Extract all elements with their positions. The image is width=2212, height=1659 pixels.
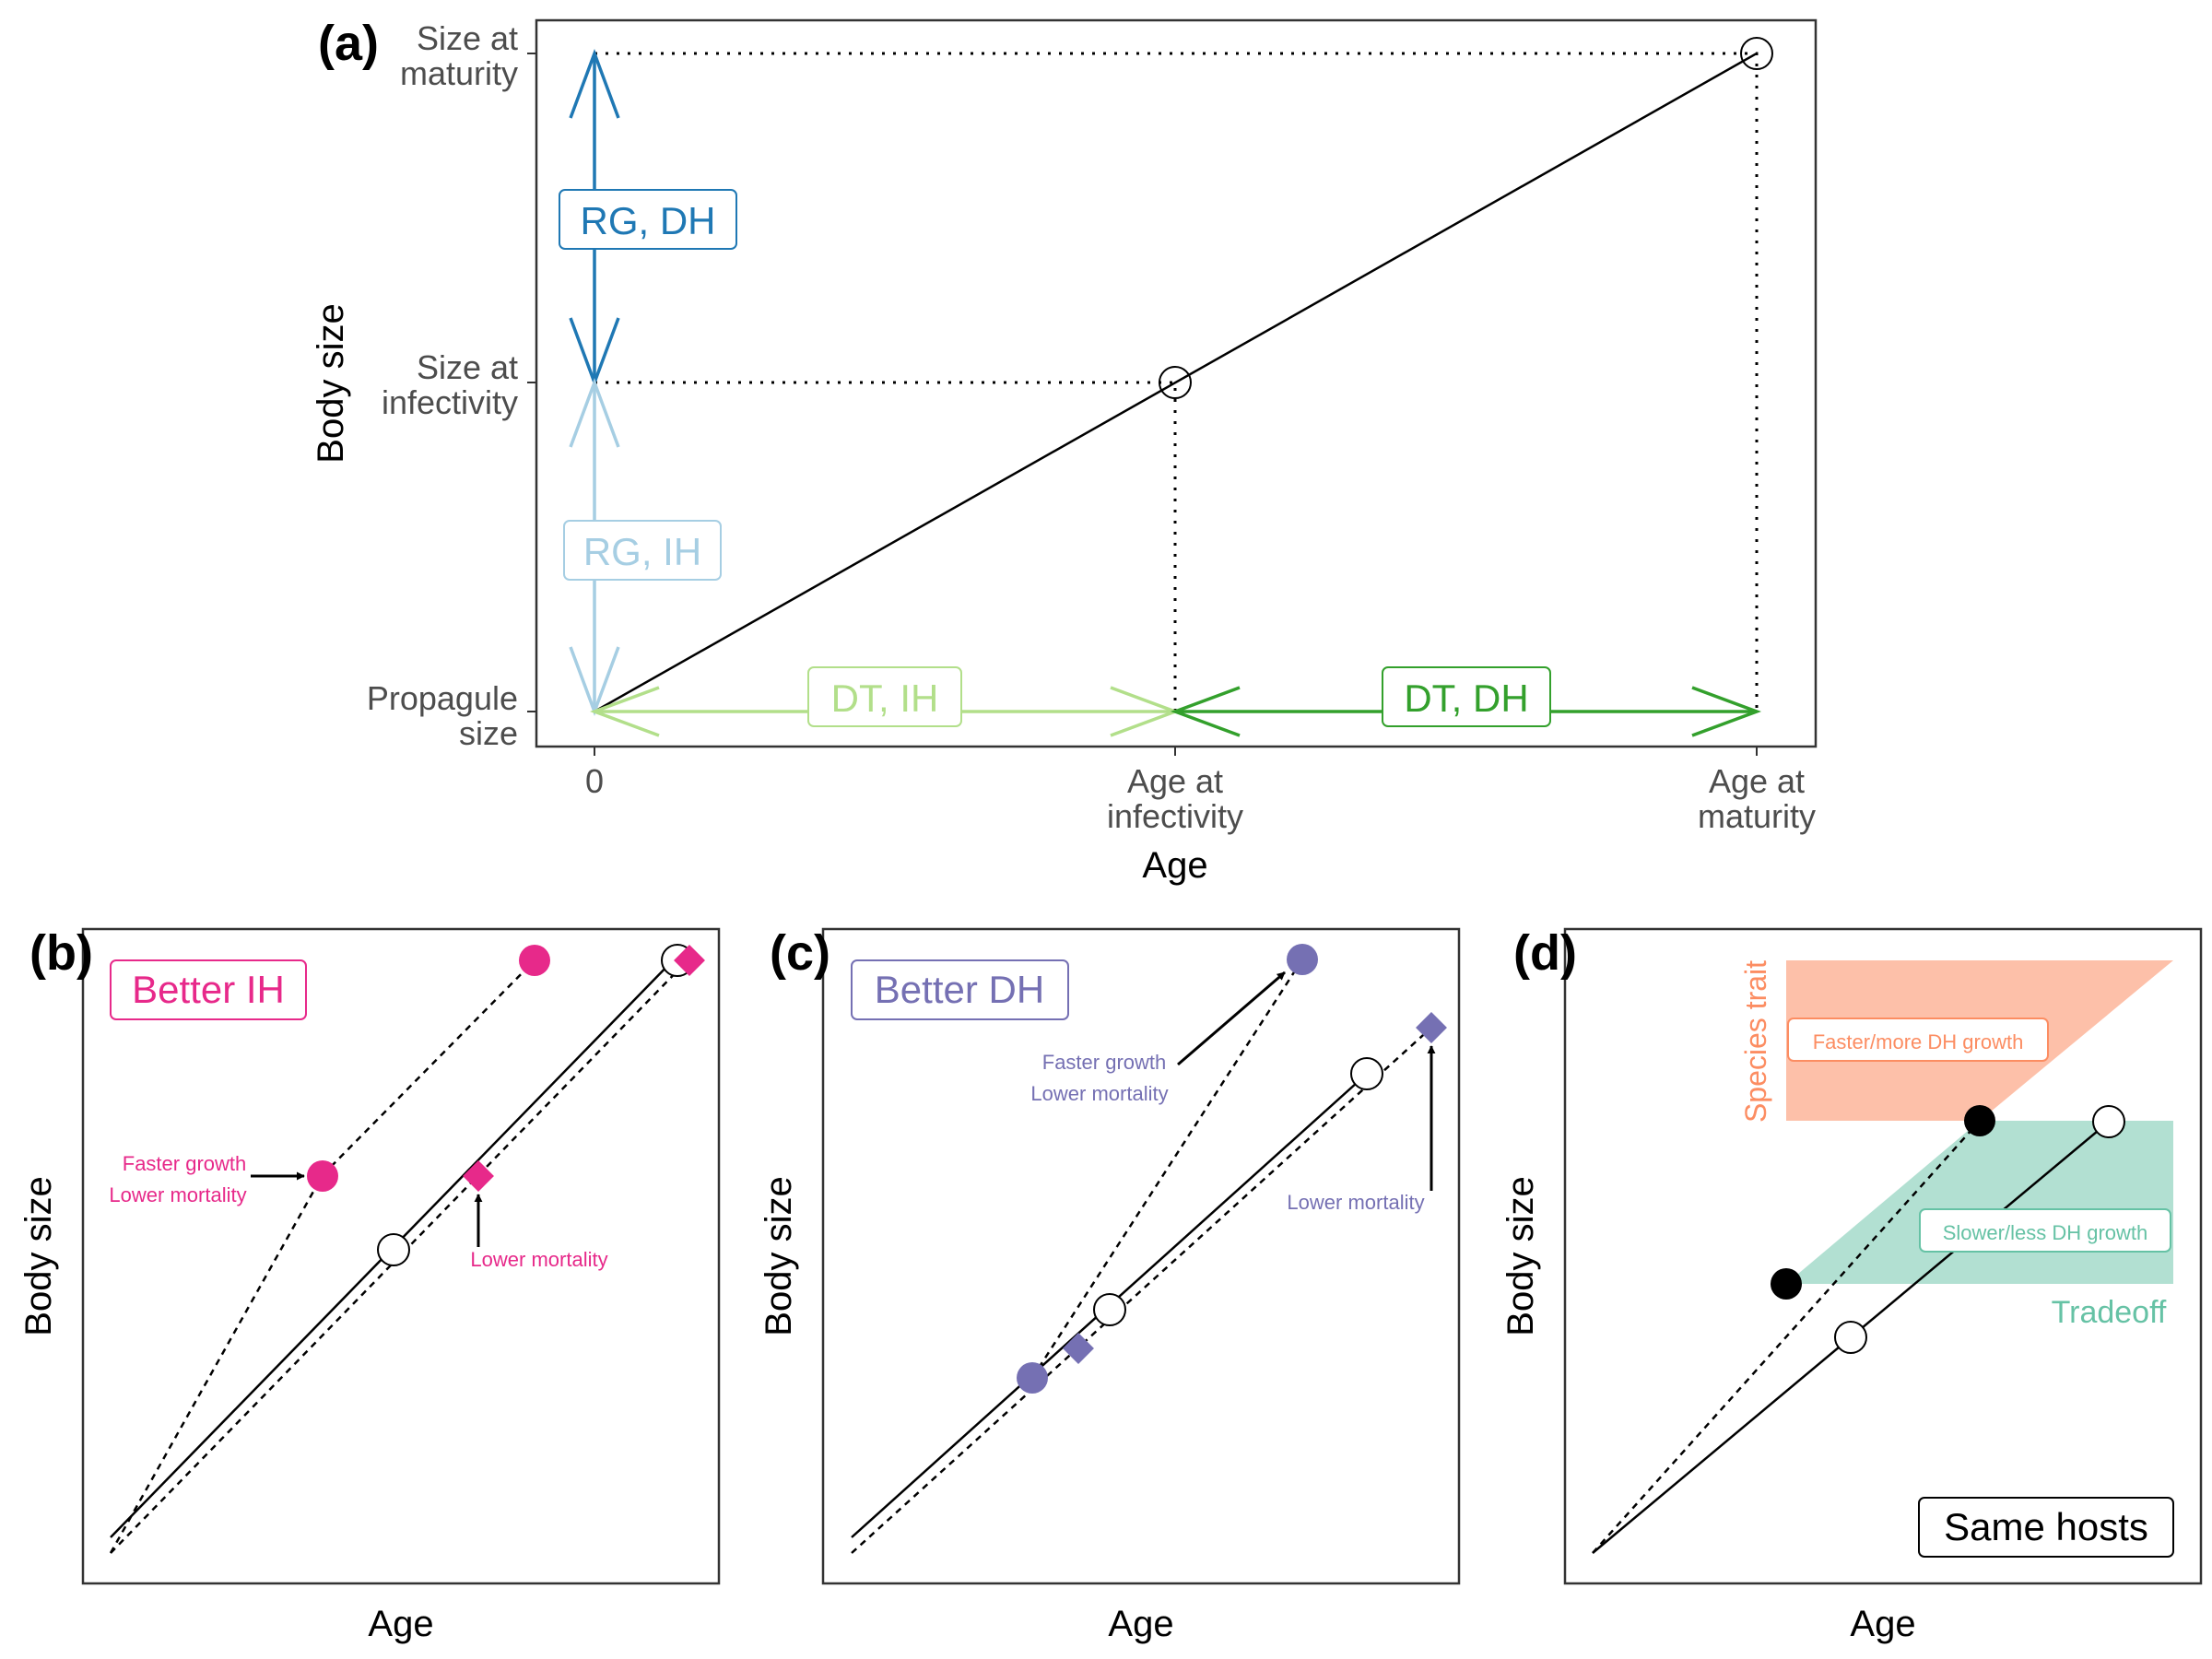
panel-c-frame xyxy=(821,927,1461,1585)
panel-d-y-title: Body size xyxy=(1500,1176,1541,1335)
panel-c-ann-mortality: Lower mortality xyxy=(1287,1191,1424,1214)
panel-c-faster-point-1 xyxy=(1017,1362,1048,1394)
dt-ih-box: DT, IH xyxy=(807,666,962,727)
x-tick-age-infectivity-1: Age at xyxy=(1127,762,1223,800)
panel-d: (d) Body size Age Species trait Faster/m… xyxy=(1500,925,2203,1644)
y-tick-propagule-2: size xyxy=(459,714,518,752)
faster-growth-label: Faster/more DH growth xyxy=(1813,1030,2024,1053)
x-tick-age-maturity-2: maturity xyxy=(1698,797,1816,835)
rg-ih-label: RG, IH xyxy=(583,530,701,573)
panel-b-label: (b) xyxy=(29,925,93,981)
y-tick-size-infectivity-2: infectivity xyxy=(382,383,518,421)
panel-b-mortality-point-1 xyxy=(463,1160,494,1192)
panel-c-open-point-1 xyxy=(1093,1293,1126,1326)
panel-c-title: Better DH xyxy=(875,968,1044,1011)
panel-a-label: (a) xyxy=(318,16,379,71)
panel-d-x-title: Age xyxy=(1850,1604,1915,1644)
panel-c-title-box: Better DH xyxy=(851,959,1069,1020)
y-tick-size-infectivity-1: Size at xyxy=(417,348,518,386)
panel-b-title-box: Better IH xyxy=(110,959,307,1020)
panel-b-faster-point-2 xyxy=(519,945,550,976)
panel-c-faster-point-2 xyxy=(1287,944,1318,975)
dt-dh-box: DT, DH xyxy=(1382,666,1551,727)
y-tick-size-maturity-2: maturity xyxy=(400,54,518,92)
panel-a: (a) Size at maturity Size at infectivity… xyxy=(311,16,1818,886)
panel-a-x-title: Age xyxy=(1142,845,1207,886)
panel-c-x-title: Age xyxy=(1108,1604,1173,1644)
panel-c-mortality-point-2 xyxy=(1416,1012,1447,1043)
panel-d-dashed xyxy=(1592,1120,1981,1554)
panel-b-mortality-point-2 xyxy=(674,945,705,976)
panel-c: (c) Body size Age Better DH Faster growt… xyxy=(759,925,1461,1644)
panel-b-ann-mortality: Lower mortality xyxy=(470,1248,607,1271)
y-tick-size-maturity-1: Size at xyxy=(417,19,518,57)
x-tick-zero: 0 xyxy=(585,762,604,800)
rg-ih-box: RG, IH xyxy=(563,520,722,581)
dt-dh-label: DT, DH xyxy=(1404,677,1528,720)
same-hosts-label: Same hosts xyxy=(1944,1505,2148,1548)
same-hosts-box: Same hosts xyxy=(1918,1497,2174,1558)
faster-growth-box: Faster/more DH growth xyxy=(1787,1018,2049,1062)
panel-b-y-title: Body size xyxy=(18,1176,59,1335)
panel-c-mortality-point-1 xyxy=(1063,1333,1094,1364)
panel-d-open-point-2 xyxy=(2092,1105,2125,1138)
panel-b-x-title: Age xyxy=(368,1604,433,1644)
panel-b-dashed-faster xyxy=(109,1174,324,1554)
panel-a-x-ticks xyxy=(594,747,1758,756)
panel-d-label: (d) xyxy=(1513,925,1577,981)
panel-a-growth-line xyxy=(594,52,1758,713)
panel-b-dashed-faster-2 xyxy=(322,959,535,1176)
panel-a-maturity-point xyxy=(1740,37,1773,70)
panel-c-label: (c) xyxy=(770,925,830,981)
panel-b-ann-growth-1: Faster growth xyxy=(123,1152,247,1175)
slower-growth-box: Slower/less DH growth xyxy=(1919,1208,2171,1253)
panel-b: (b) Body size Age Better IH Faster growt… xyxy=(18,925,721,1644)
panel-d-filled-point-2 xyxy=(1964,1105,1995,1136)
panel-d-filled-point-1 xyxy=(1771,1268,1802,1300)
panel-b-ann-growth-2: Lower mortality xyxy=(109,1183,246,1206)
panel-a-y-ticks xyxy=(527,53,536,712)
panel-b-open-point-1 xyxy=(377,1233,410,1266)
panel-c-ann-growth-1: Faster growth xyxy=(1042,1051,1167,1074)
panel-c-open-point-2 xyxy=(1350,1057,1383,1090)
panel-c-dashed-main xyxy=(851,1027,1432,1554)
species-trait-label: Species trait xyxy=(1739,960,1772,1123)
slower-growth-label: Slower/less DH growth xyxy=(1943,1221,2148,1244)
panel-c-y-title: Body size xyxy=(759,1176,799,1335)
x-tick-age-maturity-1: Age at xyxy=(1709,762,1805,800)
rg-dh-label: RG, DH xyxy=(581,199,716,242)
panel-b-title: Better IH xyxy=(132,968,285,1011)
panel-d-open-point-1 xyxy=(1834,1321,1867,1354)
y-tick-propagule-1: Propagule xyxy=(367,679,518,717)
panel-b-faster-point-1 xyxy=(307,1160,338,1192)
tradeoff-label: Tradeoff xyxy=(2052,1295,2167,1330)
x-tick-age-infectivity-2: infectivity xyxy=(1107,797,1243,835)
rg-dh-box: RG, DH xyxy=(559,189,737,250)
panel-a-infectivity-point xyxy=(1159,366,1192,399)
dt-ih-label: DT, IH xyxy=(831,677,939,720)
panel-a-y-title: Body size xyxy=(311,303,351,463)
panel-c-ann-growth-2: Lower mortality xyxy=(1030,1082,1168,1105)
panel-c-growth-arrow xyxy=(1177,971,1286,1066)
